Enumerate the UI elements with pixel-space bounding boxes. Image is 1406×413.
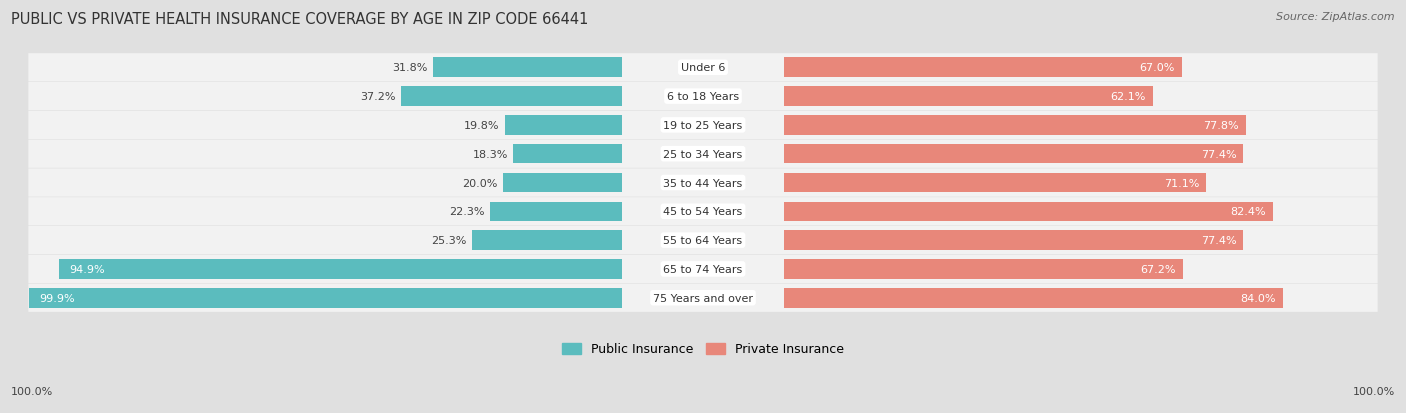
FancyBboxPatch shape bbox=[28, 140, 1378, 169]
Text: 94.9%: 94.9% bbox=[69, 264, 104, 274]
Text: 77.4%: 77.4% bbox=[1201, 235, 1237, 245]
Text: 65 to 74 Years: 65 to 74 Years bbox=[664, 264, 742, 274]
Bar bbox=[59, 259, 621, 279]
Text: 99.9%: 99.9% bbox=[39, 293, 75, 303]
FancyBboxPatch shape bbox=[28, 255, 1378, 283]
Text: 20.0%: 20.0% bbox=[463, 178, 498, 188]
Text: 45 to 54 Years: 45 to 54 Years bbox=[664, 207, 742, 217]
Text: 6 to 18 Years: 6 to 18 Years bbox=[666, 92, 740, 102]
Bar bbox=[785, 58, 1181, 78]
Text: 62.1%: 62.1% bbox=[1111, 92, 1146, 102]
Text: 55 to 64 Years: 55 to 64 Years bbox=[664, 235, 742, 245]
FancyBboxPatch shape bbox=[28, 54, 1378, 82]
FancyBboxPatch shape bbox=[28, 198, 1378, 226]
Text: 25.3%: 25.3% bbox=[432, 235, 467, 245]
Bar bbox=[505, 116, 621, 135]
Bar bbox=[30, 288, 621, 308]
Bar bbox=[785, 288, 1282, 308]
Text: 31.8%: 31.8% bbox=[392, 63, 427, 73]
Bar bbox=[401, 87, 621, 107]
Bar bbox=[785, 87, 1153, 107]
Text: 25 to 34 Years: 25 to 34 Years bbox=[664, 150, 742, 159]
Text: Under 6: Under 6 bbox=[681, 63, 725, 73]
Text: 67.2%: 67.2% bbox=[1140, 264, 1175, 274]
Text: 77.8%: 77.8% bbox=[1204, 121, 1239, 131]
Text: 37.2%: 37.2% bbox=[360, 92, 396, 102]
Text: Source: ZipAtlas.com: Source: ZipAtlas.com bbox=[1277, 12, 1395, 22]
Bar bbox=[513, 145, 621, 164]
Bar bbox=[433, 58, 621, 78]
FancyBboxPatch shape bbox=[28, 83, 1378, 111]
Text: 18.3%: 18.3% bbox=[472, 150, 508, 159]
Text: 22.3%: 22.3% bbox=[449, 207, 484, 217]
FancyBboxPatch shape bbox=[28, 284, 1378, 312]
Bar bbox=[785, 145, 1243, 164]
Bar bbox=[503, 173, 621, 193]
Text: 35 to 44 Years: 35 to 44 Years bbox=[664, 178, 742, 188]
Text: 19 to 25 Years: 19 to 25 Years bbox=[664, 121, 742, 131]
Text: 77.4%: 77.4% bbox=[1201, 150, 1237, 159]
Text: 75 Years and over: 75 Years and over bbox=[652, 293, 754, 303]
Text: 100.0%: 100.0% bbox=[11, 387, 53, 396]
Bar bbox=[785, 173, 1206, 193]
Text: 67.0%: 67.0% bbox=[1139, 63, 1175, 73]
Text: 71.1%: 71.1% bbox=[1164, 178, 1199, 188]
Bar bbox=[785, 231, 1243, 250]
Bar bbox=[785, 259, 1182, 279]
FancyBboxPatch shape bbox=[28, 112, 1378, 140]
Text: 84.0%: 84.0% bbox=[1240, 293, 1275, 303]
Text: PUBLIC VS PRIVATE HEALTH INSURANCE COVERAGE BY AGE IN ZIP CODE 66441: PUBLIC VS PRIVATE HEALTH INSURANCE COVER… bbox=[11, 12, 589, 27]
Bar bbox=[472, 231, 621, 250]
Bar bbox=[785, 116, 1246, 135]
Legend: Public Insurance, Private Insurance: Public Insurance, Private Insurance bbox=[557, 337, 849, 361]
Bar bbox=[489, 202, 621, 221]
Bar bbox=[785, 202, 1272, 221]
FancyBboxPatch shape bbox=[28, 226, 1378, 254]
Text: 100.0%: 100.0% bbox=[1353, 387, 1395, 396]
Text: 82.4%: 82.4% bbox=[1230, 207, 1267, 217]
FancyBboxPatch shape bbox=[28, 169, 1378, 197]
Text: 19.8%: 19.8% bbox=[464, 121, 499, 131]
